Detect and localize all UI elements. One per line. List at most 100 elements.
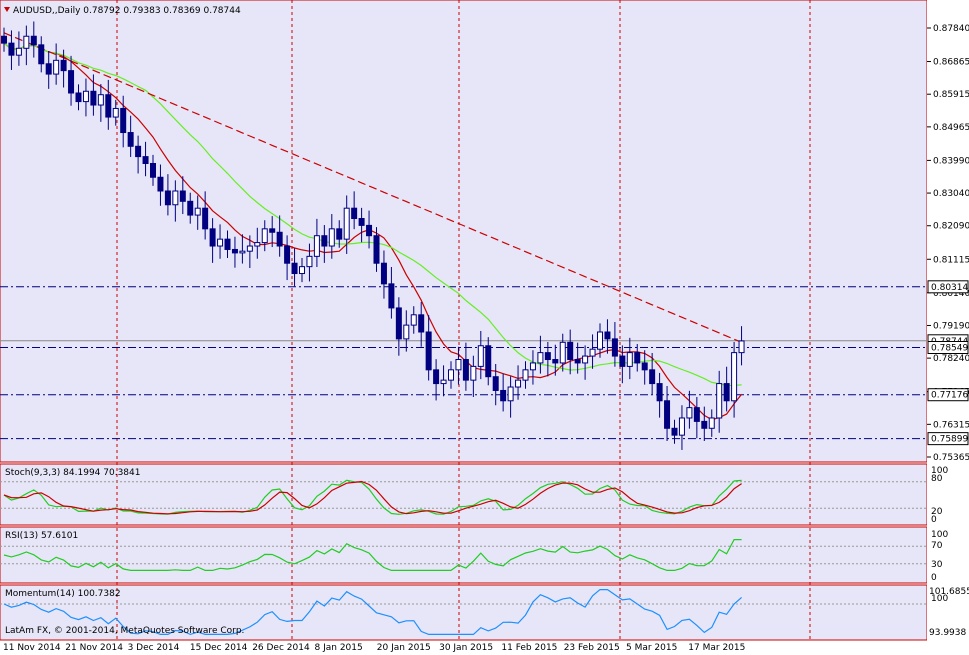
price-tick-label: 0.75365 (933, 453, 969, 463)
candle-body (589, 348, 596, 357)
time-label: 17 Mar 2015 (688, 643, 745, 653)
candle-body (299, 266, 305, 275)
candle-body (261, 228, 268, 244)
candle-body (306, 255, 313, 268)
candle-body (172, 190, 179, 206)
time-label: 11 Feb 2015 (501, 643, 557, 653)
candle-body (433, 369, 440, 385)
rsi-title: RSI(13) 57.6101 (5, 531, 78, 541)
momentum-title: Momentum(14) 100.7382 (5, 589, 121, 599)
candle-body (53, 59, 60, 75)
ma-long-line (3, 32, 742, 343)
level-lines (0, 286, 927, 440)
momentum-line (0, 588, 927, 636)
candle-body (626, 352, 633, 367)
price-tick-label: 0.87840 (933, 24, 969, 34)
candle-body (455, 359, 462, 371)
candle-body (708, 417, 715, 429)
price-tick-label: 0.76315 (933, 420, 969, 430)
price-tick-label: 0.81115 (933, 255, 969, 265)
rsi-line (3, 538, 742, 572)
level-tag-box (927, 388, 969, 402)
price-panel-bg[interactable] (0, 0, 928, 463)
level-tag-box (927, 341, 969, 355)
candle-body (328, 228, 335, 247)
candle-body (731, 352, 738, 402)
candle-body (30, 35, 37, 46)
candle-body (440, 379, 447, 385)
candle-body (82, 90, 89, 103)
time-label: 30 Jan 2015 (439, 643, 493, 653)
candle-body (418, 314, 425, 333)
moving-averages (3, 32, 743, 421)
candle-body (425, 331, 432, 371)
stoch-tick-80: 80 (931, 474, 943, 484)
price-tick-label: 0.86865 (933, 58, 969, 68)
candle-body (187, 200, 194, 216)
candle-body (507, 386, 514, 402)
candle-body (276, 231, 283, 247)
stoch-title: Stoch(9,3,3) 84.1994 70.3841 (5, 468, 140, 478)
price-tick-label: 0.79190 (933, 321, 969, 331)
candle-body (723, 383, 730, 402)
candle-body (649, 369, 656, 385)
stoch-tick-0: 0 (931, 515, 937, 525)
momentum-panel-bg[interactable] (0, 584, 928, 641)
price-tick-label: 0.78240 (933, 354, 969, 364)
candle-body (1, 35, 7, 44)
candle-body (60, 59, 67, 72)
time-label: 20 Jan 2015 (377, 643, 431, 653)
candle-body (120, 107, 127, 134)
candle-body (291, 262, 298, 275)
candle-body (269, 228, 276, 233)
rsi-panel-bg[interactable] (0, 526, 928, 584)
price-tick-label: 0.83040 (933, 189, 969, 199)
stoch-panel-bg[interactable] (0, 463, 928, 526)
candle-body (75, 92, 82, 103)
candle-body (105, 94, 112, 118)
candle-body (567, 341, 574, 361)
candle-body (515, 379, 522, 388)
candle-body (150, 162, 156, 178)
candle-body (492, 376, 499, 391)
candle-body (8, 42, 15, 56)
price-tick-label: 0.82090 (933, 222, 969, 232)
axis-bg (927, 0, 969, 655)
candlestick-series (1, 21, 745, 450)
candle-body (582, 355, 589, 364)
rsi-line (0, 538, 927, 572)
candle-body (403, 324, 410, 340)
candle-body (500, 389, 507, 402)
ma-slow-line (3, 42, 742, 387)
candle-body (693, 407, 700, 422)
time-label: 26 Dec 2014 (252, 643, 310, 653)
symbol-dropdown-arrow-icon[interactable] (4, 7, 10, 12)
candle-body (246, 245, 253, 252)
momentum-line (3, 588, 742, 636)
candle-body (112, 107, 119, 118)
candle-body (217, 238, 224, 247)
candle-body (462, 359, 469, 381)
vertical-grid (116, 0, 811, 640)
price-tick-label: 0.83990 (933, 156, 969, 166)
candle-body (313, 235, 320, 257)
time-label: 11 Nov 2014 (3, 643, 61, 653)
candle-body (738, 340, 745, 354)
time-axis: 11 Nov 2014 21 Nov 2014 3 Dec 2014 15 Dec 2… (3, 643, 745, 653)
candle-body (529, 362, 536, 371)
rsi-tick-70: 70 (931, 541, 943, 551)
candle-body (552, 359, 559, 364)
level-tag-box (927, 280, 969, 294)
momentum-tick-100: 100 (931, 594, 948, 604)
candle-body (239, 250, 246, 254)
candle-body (231, 248, 238, 254)
rsi-tick-30: 30 (931, 560, 943, 570)
candle-body (38, 44, 45, 65)
candle-body (209, 228, 216, 247)
candle-body (179, 190, 186, 202)
candle-body (90, 90, 97, 106)
candle-body (716, 383, 723, 419)
candle-body (604, 331, 611, 340)
candle-body (634, 352, 641, 364)
